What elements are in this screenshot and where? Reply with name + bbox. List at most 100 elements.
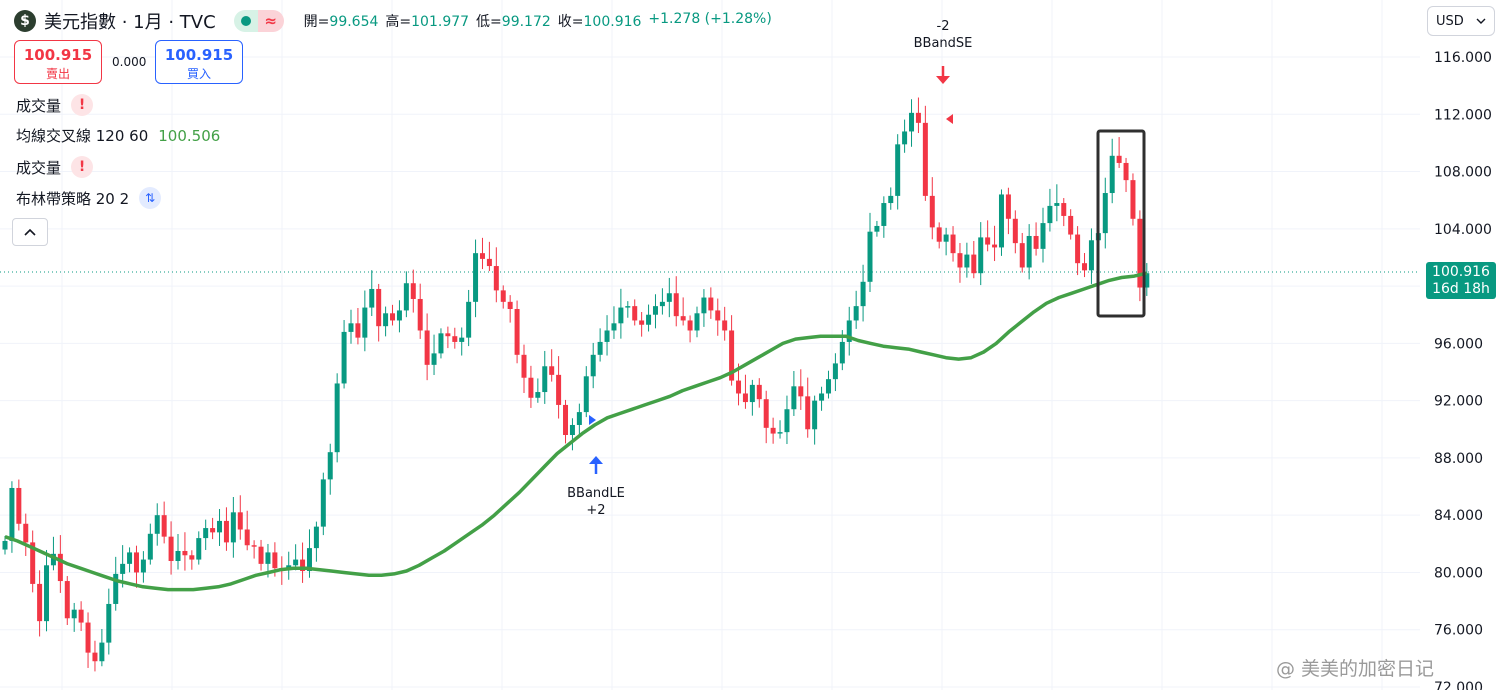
candle-body (569, 424, 575, 435)
candle-body (687, 320, 693, 331)
indicator-volume-2[interactable]: 成交量 ! (16, 156, 94, 178)
strategy-icon[interactable]: ⇅ (139, 187, 162, 209)
candle-body (978, 237, 984, 274)
candle-body (922, 122, 928, 196)
candle-body (9, 487, 15, 541)
candle-body (618, 307, 624, 324)
buy-label: 買入 (186, 67, 211, 81)
candle-body (902, 131, 908, 145)
candle-body (860, 281, 866, 307)
y-tick-label: 76.000 (1434, 623, 1483, 639)
candle-body (1123, 162, 1129, 181)
candle-body (1026, 235, 1032, 268)
candle-body (30, 542, 36, 584)
candle-body (217, 520, 223, 533)
candle-body (583, 376, 589, 413)
candle-body (355, 323, 361, 338)
candle-body (300, 559, 306, 572)
market-status[interactable]: ≈ (233, 10, 284, 32)
candle-body (500, 290, 506, 302)
candle-body (929, 195, 935, 228)
candle-body (265, 552, 271, 564)
candle-body (64, 581, 70, 619)
candle-body (777, 432, 783, 434)
candle-body (23, 523, 29, 543)
candle-body (410, 283, 416, 299)
candle-body (44, 565, 50, 622)
candle-body (438, 333, 444, 354)
candle-body (1082, 263, 1088, 271)
dollar-icon: $ (14, 10, 36, 32)
candle-body (320, 479, 326, 527)
candle-body (223, 520, 229, 543)
candle-body (445, 333, 451, 337)
candle-body (424, 330, 430, 365)
candle-body (646, 314, 652, 325)
candle-body (168, 536, 174, 561)
candle-body (133, 552, 139, 573)
change-value: +1.278 (+1.28%) (648, 11, 772, 27)
candle-body (341, 331, 347, 384)
candle-body (334, 383, 340, 453)
candle-body (729, 330, 735, 381)
y-tick-label: 116.000 (1434, 50, 1492, 66)
candle-body (874, 225, 880, 232)
candle-body (943, 234, 949, 242)
warning-icon[interactable]: ! (71, 156, 94, 178)
candle-body (756, 384, 762, 400)
candle-body (1047, 205, 1053, 224)
candle-body (140, 559, 146, 573)
chart-header: $ 美元指數 · 1月 · TVC ≈ 開=99.654 高=101.977 低… (14, 8, 772, 34)
y-tick-label: 80.000 (1434, 565, 1483, 581)
symbol-title[interactable]: 美元指數 · 1月 · TVC (44, 12, 216, 33)
indicator-label: 布林帶策略 20 2 (16, 189, 130, 208)
candle-body (237, 512, 243, 530)
y-tick-label: 104.000 (1434, 222, 1492, 238)
sell-button[interactable]: 100.915 賣出 (14, 40, 102, 84)
candle-body (1116, 155, 1122, 163)
candle-body (597, 341, 603, 355)
y-tick-label: 96.000 (1434, 336, 1483, 352)
candle-body (992, 244, 998, 248)
ohlc-values: 開=99.654 高=101.977 低=99.172 收=100.916 +1… (303, 11, 772, 30)
candle-body (106, 603, 112, 643)
candle-body (417, 298, 423, 331)
indicator-bollinger-strategy[interactable]: 布林帶策略 20 2 ⇅ (16, 187, 162, 209)
candle-body (113, 573, 119, 604)
indicator-ma-cross[interactable]: 均線交叉線 120 60 100.506 (16, 125, 220, 146)
candle-body (1019, 243, 1025, 268)
candle-body (313, 526, 319, 549)
y-axis: 116.000112.000108.000104.000100.00096.00… (1434, 50, 1492, 690)
buy-button[interactable]: 100.915 買入 (155, 40, 243, 84)
candle-body (396, 310, 402, 321)
warning-icon[interactable]: ! (71, 94, 94, 116)
candle-body (120, 563, 126, 574)
collapse-legend-button[interactable] (12, 218, 48, 246)
candle-body (528, 377, 534, 398)
candle-body (154, 515, 160, 534)
candle-body (78, 609, 84, 623)
last-price: 100.916 (1432, 264, 1490, 280)
candle-body (251, 545, 257, 547)
indicator-volume-1[interactable]: 成交量 ! (16, 94, 94, 116)
candle-body (147, 533, 153, 560)
spread-value: 0.000 (112, 55, 147, 69)
candle-body (390, 313, 396, 321)
candle-body (521, 354, 527, 378)
buy-signal-label: BBandLE +2 (567, 486, 625, 518)
candle-body (625, 306, 631, 308)
candle-body (881, 203, 887, 226)
candle-body (306, 548, 312, 572)
indicator-label: 均線交叉線 120 60 (16, 127, 149, 145)
candle-body (659, 301, 665, 307)
candle-body (327, 452, 333, 480)
candle-body (715, 310, 721, 321)
candle-body (244, 529, 250, 546)
chevron-down-icon (1476, 18, 1486, 24)
y-tick-label: 112.000 (1434, 107, 1492, 123)
currency-select[interactable]: USD (1427, 6, 1495, 36)
candle-body (203, 528, 209, 539)
candle-body (230, 512, 236, 543)
candle-body (1012, 218, 1018, 244)
